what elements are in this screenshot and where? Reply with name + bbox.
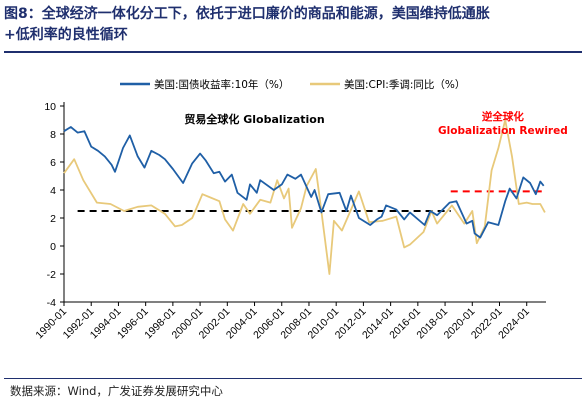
chart: 美国:国债收益率:10年（%） 美国:CPI:季调:同比（%） -4 -2 0 2 4 6… [33,78,567,341]
y-tick-label: 10 [44,101,56,113]
y-tick-label: -4 [47,297,56,309]
series-line-treasury-10y [63,126,545,239]
y-tick-label: 4 [50,185,56,197]
title-divider [4,51,582,53]
reference-lines [77,190,546,212]
y-tick-label: -2 [47,269,56,281]
legend-label-cpi: 美国:CPI:季调:同比（%） [344,78,465,91]
source-divider [4,378,582,379]
figure-title: 图8：全球经济一体化分工下，依托于进口廉价的商品和能源，美国维持低通胀 +低利率… [4,4,582,46]
legend-label-treasury: 美国:国债收益率:10年（%） [154,78,289,91]
annotation-rewired-line1: 逆全球化 [482,110,524,123]
annotation-rewired-line2: Globalization Rewired [438,125,568,137]
y-tick-label: 2 [50,213,56,225]
annotations: 贸易全球化 Globalization 逆全球化 Globalization Rew… [184,110,567,137]
y-tick-label: 6 [50,157,56,169]
figure-title-line2: +低利率的良性循环 [4,27,128,43]
figure-title-line1: 图8：全球经济一体化分工下，依托于进口廉价的商品和能源，美国维持低通胀 [4,6,490,22]
legend: 美国:国债收益率:10年（%） 美国:CPI:季调:同比（%） [120,78,465,91]
y-tick-label: 8 [50,129,56,141]
series-layer [63,119,546,275]
series-line-cpi-yoy [63,119,546,275]
source-note: 数据来源：Wind，广发证券发展研究中心 [10,384,223,398]
annotation-globalization: 贸易全球化 Globalization [184,112,324,126]
x-tick-label: 2024-01 [496,306,532,342]
y-tick-label: 0 [50,241,56,253]
axes: -4-202468101990-011992-011994-011996-011… [33,101,546,341]
